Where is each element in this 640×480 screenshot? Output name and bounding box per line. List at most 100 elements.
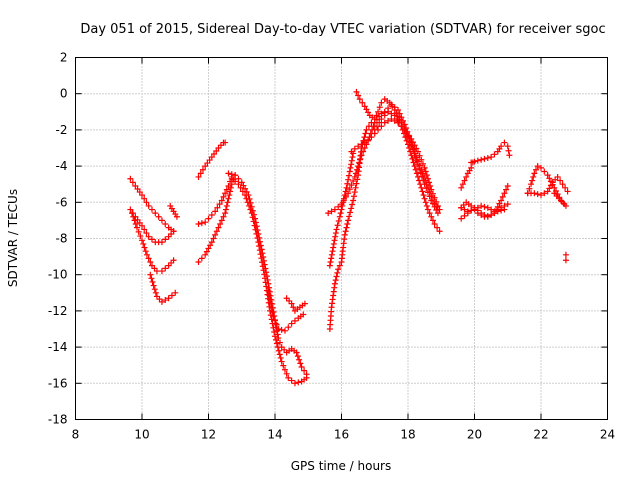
- data-point: [351, 145, 358, 152]
- data-point: [422, 168, 429, 175]
- axis-ticks: 8 10 12 14 16 18 20 22 2420-2-4-6-8-10-12-14-16-…: [48, 51, 615, 442]
- data-point: [168, 292, 175, 299]
- data-point: [273, 321, 280, 328]
- data-point: [424, 206, 431, 213]
- data-point: [431, 203, 438, 210]
- data-point: [170, 257, 177, 264]
- data-point: [398, 123, 405, 130]
- data-point: [143, 199, 150, 206]
- data-point: [210, 235, 217, 242]
- data-point: [344, 180, 351, 187]
- data-point: [562, 251, 569, 258]
- data-point: [478, 202, 485, 209]
- data-point: [261, 271, 268, 278]
- data-point: [288, 320, 295, 327]
- data-point: [220, 213, 227, 220]
- x-tick-label: 10: [134, 428, 149, 442]
- data-point: [564, 188, 571, 195]
- data-point: [293, 349, 300, 356]
- data-point: [150, 282, 157, 289]
- data-point: [355, 92, 362, 99]
- data-point: [401, 121, 408, 128]
- data-point: [142, 248, 149, 255]
- data-point: [343, 184, 350, 191]
- data-point: [343, 224, 350, 231]
- data-point: [529, 177, 536, 184]
- data-point: [348, 148, 355, 155]
- data-point: [342, 193, 349, 200]
- data-point: [376, 119, 383, 126]
- data-point: [420, 192, 427, 199]
- y-tick-label: 2: [60, 51, 68, 65]
- data-point: [423, 202, 430, 209]
- data-point: [285, 324, 292, 331]
- data-point: [363, 126, 370, 133]
- data-point: [409, 155, 416, 162]
- data-point: [349, 154, 356, 161]
- data-point: [347, 164, 354, 171]
- y-tick-label: -12: [48, 304, 68, 318]
- data-point: [212, 208, 219, 215]
- data-point: [288, 300, 295, 307]
- series-arc-20: [458, 159, 476, 191]
- data-point: [528, 181, 535, 188]
- data-point: [423, 172, 430, 179]
- data-point: [410, 146, 417, 153]
- data-point: [410, 159, 417, 166]
- data-point: [335, 266, 342, 273]
- data-point: [301, 367, 308, 374]
- data-point: [244, 199, 251, 206]
- data-point: [409, 143, 416, 150]
- data-point: [547, 182, 554, 189]
- data-point: [145, 255, 152, 262]
- data-point: [283, 370, 290, 377]
- data-point: [346, 213, 353, 220]
- data-point: [275, 326, 282, 332]
- data-point: [468, 164, 475, 171]
- data-point: [348, 157, 355, 164]
- data-point: [541, 168, 548, 175]
- data-point: [162, 221, 169, 228]
- data-point: [135, 228, 142, 235]
- data-point: [272, 333, 278, 340]
- data-point: [426, 193, 433, 200]
- data-point: [562, 257, 569, 264]
- data-point: [381, 108, 388, 115]
- data-point: [232, 178, 239, 185]
- data-point: [396, 110, 403, 117]
- data-point: [385, 105, 392, 112]
- y-tick-label: -14: [48, 340, 68, 354]
- data-point: [503, 186, 510, 193]
- data-point: [426, 179, 433, 186]
- data-point: [202, 251, 209, 258]
- data-point: [429, 190, 436, 197]
- data-point: [271, 329, 278, 336]
- y-tick-label: -16: [48, 376, 68, 390]
- data-point: [238, 179, 245, 186]
- data-point: [165, 295, 172, 302]
- data-point: [360, 148, 367, 155]
- data-point: [411, 163, 418, 170]
- data-point: [391, 117, 398, 124]
- data-point: [211, 151, 218, 158]
- data-point: [354, 166, 361, 173]
- data-point: [204, 160, 211, 167]
- data-point: [351, 173, 358, 180]
- data-point: [488, 154, 495, 161]
- data-point: [127, 206, 134, 213]
- data-point: [348, 205, 355, 212]
- data-point: [303, 374, 310, 381]
- data-point: [265, 287, 272, 294]
- data-point: [338, 201, 345, 208]
- data-point: [498, 197, 505, 204]
- data-point: [554, 173, 561, 180]
- data-point: [458, 215, 465, 222]
- data-point: [248, 203, 255, 210]
- data-point: [248, 210, 255, 217]
- data-point: [288, 377, 295, 384]
- data-point: [388, 116, 395, 123]
- data-point: [498, 207, 505, 214]
- data-point: [145, 202, 152, 209]
- x-tick-label: 18: [400, 428, 415, 442]
- data-point: [268, 304, 275, 311]
